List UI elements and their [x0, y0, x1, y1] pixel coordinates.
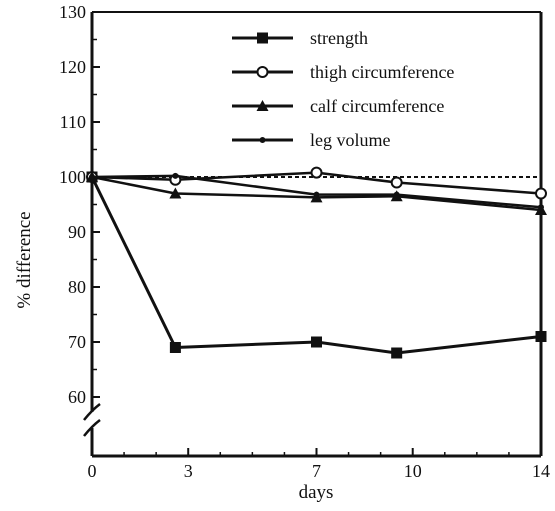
legend-item: calf circumference	[232, 96, 444, 116]
data-point-dot	[259, 137, 266, 143]
x-tick-label: 10	[404, 461, 422, 481]
x-tick-label: 14	[532, 461, 550, 481]
axis-break-mark	[83, 403, 101, 437]
legend-label: calf circumference	[310, 96, 444, 116]
legend-label: strength	[310, 28, 368, 48]
x-tick-label: 3	[184, 461, 193, 481]
data-point-dot	[538, 204, 544, 211]
legend-item: leg volume	[232, 130, 390, 150]
y-tick-label: 130	[59, 2, 86, 22]
y-tick-label: 120	[59, 57, 86, 77]
data-point-dot	[393, 191, 400, 198]
y-axis-title: % difference	[14, 211, 35, 308]
legend-item: thigh circumference	[232, 62, 454, 82]
data-point-square	[311, 336, 322, 348]
data-point-dot	[172, 172, 179, 179]
data-point-triangle	[256, 100, 269, 111]
legend-item: strength	[232, 28, 368, 48]
data-point-open-circle	[535, 187, 547, 200]
data-point-open-circle	[310, 166, 323, 179]
y-tick-label: 90	[68, 222, 86, 242]
y-tick-label: 80	[68, 277, 86, 297]
legend-label: thigh circumference	[310, 62, 454, 82]
data-point-square	[535, 331, 547, 342]
y-tick-label: 100	[59, 167, 86, 187]
series-leg-volume	[89, 172, 544, 211]
data-point-open-circle	[256, 66, 269, 78]
y-tick-label: 110	[60, 112, 86, 132]
x-tick-label: 0	[88, 461, 97, 481]
data-point-open-circle	[390, 176, 403, 189]
legend-label: leg volume	[310, 130, 390, 150]
x-tick-label: 7	[312, 461, 321, 481]
y-tick-label: 60	[68, 387, 86, 407]
data-point-square	[169, 342, 181, 353]
x-axis-title: days	[299, 482, 334, 503]
data-point-triangle	[169, 187, 182, 199]
data-point-square	[257, 32, 268, 44]
data-point-dot	[313, 191, 320, 198]
y-tick-label: 70	[68, 332, 86, 352]
data-point-dot	[89, 174, 95, 180]
data-point-square	[391, 347, 403, 359]
